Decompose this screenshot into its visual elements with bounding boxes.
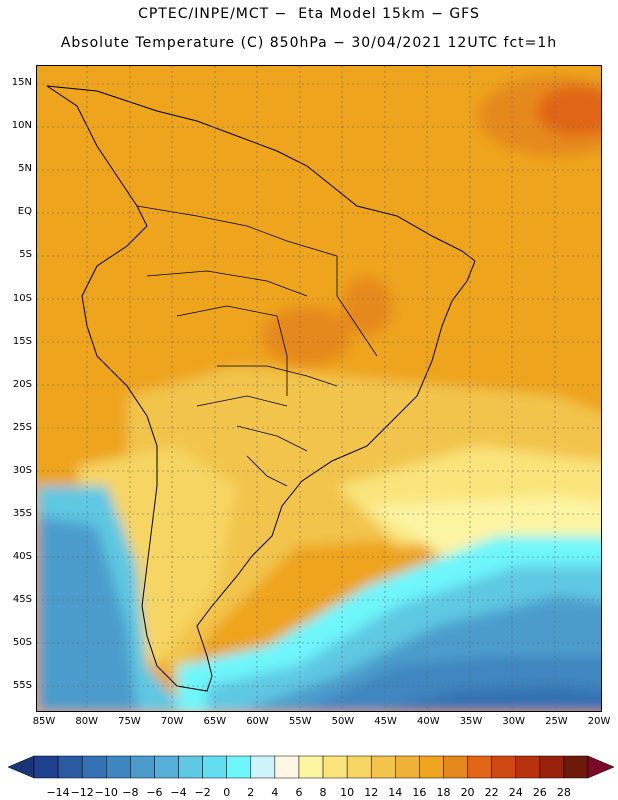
lat-label-55s: 55S xyxy=(12,680,32,692)
colorbar-tick-label: −2 xyxy=(194,786,210,799)
colorbar-swatch xyxy=(322,755,348,779)
warm-region-central xyxy=(262,306,352,366)
lat-label-5n: 5N xyxy=(18,163,32,175)
colorbar-tick-label: 0 xyxy=(223,786,230,799)
lat-label-10s: 10S xyxy=(12,292,32,304)
colorbar-swatch xyxy=(515,755,541,779)
colorbar-swatch xyxy=(178,755,203,779)
colorbar-swatch xyxy=(467,755,492,779)
lon-label-50w: 50W xyxy=(331,716,355,727)
lon-label-75w: 75W xyxy=(118,716,141,727)
colorbar-swatch xyxy=(250,755,276,779)
colorbar-tick-label: −8 xyxy=(122,786,138,799)
lat-label-eq: EQ xyxy=(17,206,32,218)
colorbar-swatch xyxy=(274,755,300,779)
lat-label-35s: 35S xyxy=(12,508,32,519)
lon-label-80w: 80W xyxy=(75,716,98,727)
colorbar-swatch xyxy=(443,755,468,779)
colorbar-tick-label: 28 xyxy=(557,786,571,799)
colorbar-tick-label: 16 xyxy=(412,786,426,799)
lon-label-25w: 25W xyxy=(545,716,568,727)
colorbar-tick-label: 18 xyxy=(436,786,450,799)
colorbar-tick-label: −4 xyxy=(170,786,186,799)
lon-label-30w: 30W xyxy=(502,716,525,727)
colorbar-tick-label: 14 xyxy=(388,786,402,799)
colorbar-swatch xyxy=(202,755,227,779)
colorbar-swatch xyxy=(539,755,565,779)
colorbar-swatch xyxy=(563,755,589,779)
mild-region-south xyxy=(127,366,601,676)
temperature-field xyxy=(37,66,601,711)
lon-label-65w: 65W xyxy=(203,716,227,727)
colorbar-tick-label: 10 xyxy=(340,786,354,799)
colorbar-tick-label: 20 xyxy=(461,786,475,799)
colorbar: −14 −12 −10 −8 −6 −4 −2 0 2 4 6 8 10 12 14 16 18 20 22 24 26… xyxy=(7,755,615,799)
colorbar-swatch xyxy=(57,755,83,779)
lat-label-50s: 50S xyxy=(12,637,32,649)
lon-label-55w: 55W xyxy=(288,716,312,727)
lon-label-35w: 35W xyxy=(459,716,483,727)
colorbar-swatch xyxy=(33,755,59,779)
country-borders xyxy=(136,205,378,487)
colorbar-high-arrow xyxy=(587,755,615,779)
lat-label-10n: 10N xyxy=(11,120,32,132)
colorbar-swatch xyxy=(81,755,107,779)
chart-title-line2: Absolute Temperature (C) 850hPa − 30/04/… xyxy=(60,35,558,51)
colorbar-tick-label: −14 xyxy=(46,786,69,799)
colorbar-tick-label: −12 xyxy=(71,786,94,799)
colorbar-tick-label: 24 xyxy=(509,786,523,799)
colorbar-tick-label: 26 xyxy=(533,786,547,799)
chart-title-line1: CPTEC/INPE/MCT − Eta Model 15km − GFS xyxy=(138,6,480,22)
colorbar-tick-label: 6 xyxy=(295,786,302,799)
south-america-coastline xyxy=(46,85,476,692)
lat-label-25s: 25S xyxy=(12,421,32,433)
lat-label-30s: 30S xyxy=(12,464,32,476)
colorbar-swatch xyxy=(226,755,252,779)
lon-label-45w: 45W xyxy=(374,716,397,727)
temperature-map xyxy=(36,65,602,712)
lat-label-15n: 15N xyxy=(11,77,32,88)
colorbar-tick-label: 2 xyxy=(247,786,254,799)
lat-label-40s: 40S xyxy=(12,551,32,563)
colorbar-swatch xyxy=(419,755,444,779)
lat-label-20s: 20S xyxy=(12,378,32,390)
lat-label-15s: 15S xyxy=(12,335,32,347)
colorbar-tick-label: 22 xyxy=(485,786,499,799)
colorbar-swatch xyxy=(106,755,131,779)
colorbar-swatch xyxy=(130,755,155,779)
colorbar-tick-label: 8 xyxy=(320,786,327,799)
colorbar-tick-label: −6 xyxy=(146,786,162,799)
colorbar-tick-label: −10 xyxy=(95,786,118,799)
lon-label-40w: 40W xyxy=(416,716,440,727)
lat-lon-grid xyxy=(37,66,601,711)
colorbar-swatch xyxy=(395,755,420,779)
lon-label-85w: 85W xyxy=(32,716,56,727)
lon-label-70w: 70W xyxy=(160,716,184,727)
hot-core-ne xyxy=(537,86,601,136)
colorbar-swatch xyxy=(298,755,324,779)
colorbar-tick-label: 12 xyxy=(364,786,378,799)
lat-label-45s: 45S xyxy=(12,594,32,606)
colorbar-low-arrow xyxy=(7,755,35,779)
lon-label-20w: 20W xyxy=(587,716,611,727)
lon-label-60w: 60W xyxy=(246,716,269,727)
colorbar-tick-label: 4 xyxy=(271,786,278,799)
colorbar-swatch xyxy=(370,755,396,779)
lat-label-5s: 5S xyxy=(19,249,32,261)
colorbar-swatch xyxy=(154,755,179,779)
colorbar-swatch xyxy=(491,755,516,779)
colorbar-swatch xyxy=(346,755,372,779)
